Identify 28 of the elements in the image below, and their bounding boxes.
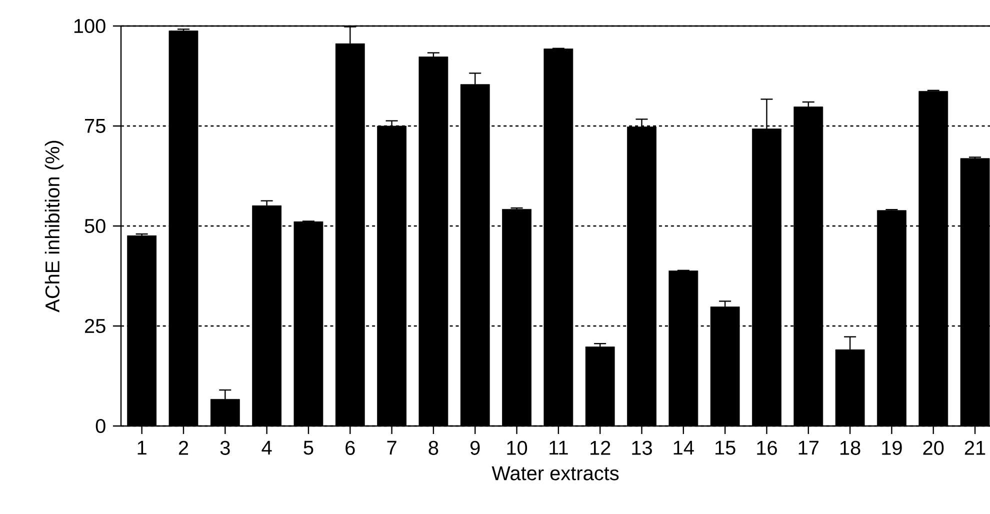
x-tick-label: 15 xyxy=(715,440,736,455)
x-tick-label: 7 xyxy=(387,440,396,455)
x-tick-label: 13 xyxy=(632,440,652,455)
x-axis-title: Water extracts xyxy=(492,466,619,480)
y-tick-label: 100 xyxy=(74,18,106,34)
x-tick-label: 4 xyxy=(262,440,272,455)
x-tick-label: 12 xyxy=(590,440,610,455)
y-axis-title: AChE inhibition (%) xyxy=(44,140,64,312)
x-tick-label: 10 xyxy=(507,440,528,455)
y-tick-label: 0 xyxy=(96,418,106,434)
x-tick-label: 17 xyxy=(798,440,818,455)
x-tick-label: 16 xyxy=(757,440,777,455)
x-tick-label: 6 xyxy=(346,440,355,455)
y-tick-label: 75 xyxy=(85,119,106,133)
x-tick-label: 19 xyxy=(882,440,902,455)
x-tick-label: 9 xyxy=(470,440,480,455)
y-tick-label: 25 xyxy=(84,318,106,334)
y-tick-label: 50 xyxy=(84,218,106,234)
x-tick-label: 21 xyxy=(964,440,986,455)
x-tick-label: 11 xyxy=(550,440,568,455)
x-tick-label: 3 xyxy=(220,440,230,455)
x-tick-label: 18 xyxy=(840,440,860,455)
x-tick-label: 2 xyxy=(178,440,188,455)
x-tick-label: 5 xyxy=(304,440,314,455)
x-tick-label: 1 xyxy=(138,440,146,455)
x-tick-label: 14 xyxy=(674,440,694,455)
x-tick-label: 20 xyxy=(923,440,944,455)
x-tick-label: 8 xyxy=(428,440,438,455)
